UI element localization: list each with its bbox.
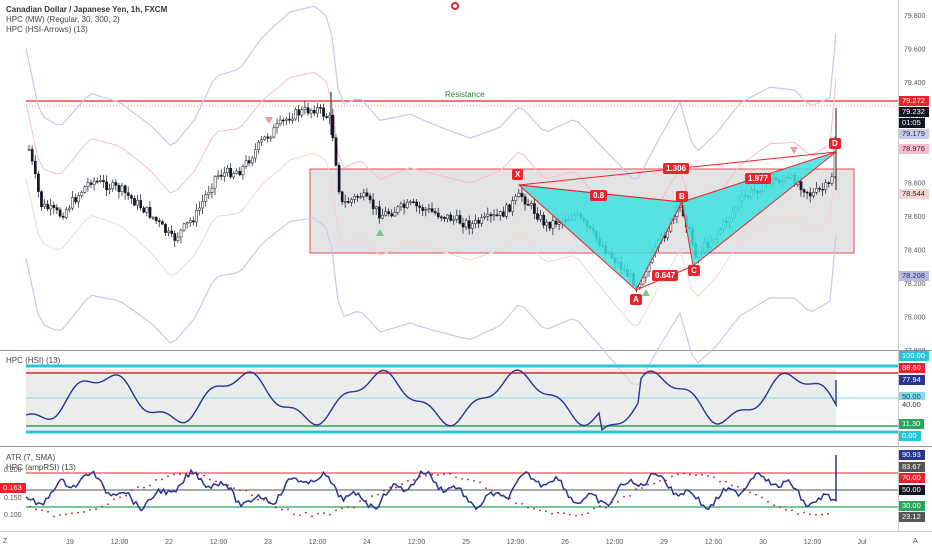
time-tick-label: 12:00 [507, 539, 525, 546]
price-tick-label: 78.600 [904, 214, 926, 221]
price-tick-label: 78.800 [904, 181, 926, 188]
time-tick-label: 12:00 [111, 539, 129, 546]
price-badge: 01:05 [899, 118, 925, 128]
atr-legend-label[interactable]: ATR (7, SMA) [6, 453, 56, 462]
price-badge: 79.272 [899, 96, 929, 106]
hsi-arrows-layer [265, 117, 798, 296]
hsi-zone [26, 369, 836, 430]
price-badge: 88.60 [899, 363, 925, 373]
price-badge: 83.67 [899, 462, 925, 472]
time-tick-label: 12:00 [606, 539, 624, 546]
time-tick-label: 12:00 [705, 539, 723, 546]
pattern-label-x[interactable]: X [512, 169, 524, 180]
price-badge: 30.00 [899, 501, 925, 511]
amprsi-line[interactable] [25, 455, 837, 512]
price-badge: 79.179 [899, 129, 929, 139]
atr-legend[interactable]: ATR (7, SMA) HPC (ampRSI) (13) [6, 453, 76, 473]
corner-label-right: A [913, 538, 918, 545]
price-badge: 100.00 [899, 351, 929, 361]
time-tick-label: 19 [66, 539, 74, 546]
price-badge: 11.30 [899, 419, 925, 429]
atr-tick-label: 0.100 [4, 512, 22, 519]
price-badge: 0.00 [899, 431, 921, 441]
price-badge: 90.93 [899, 450, 925, 460]
price-tick-label: 79.400 [904, 80, 926, 87]
price-badge: 78.976 [899, 144, 929, 154]
atr-tick-label: 0.150 [4, 495, 22, 502]
price-tick-label: 79.600 [904, 47, 926, 54]
pattern-label-a[interactable]: A [630, 294, 642, 305]
ratio-xd[interactable]: 1.306 [663, 163, 690, 174]
price-badge: 50.00 [899, 485, 925, 495]
price-badge: 78.208 [899, 271, 929, 281]
price-badge: 23.12 [899, 512, 925, 522]
price-tick-label: 79.200 [904, 114, 926, 121]
indicator-legend-arrows[interactable]: HPC (HSI-Arrows) (13) [6, 25, 88, 34]
pattern-label-b[interactable]: B [676, 191, 688, 202]
time-tick-label: 25 [462, 539, 470, 546]
time-tick-label: 12:00 [804, 539, 822, 546]
price-badge: 79.232 [899, 107, 929, 117]
time-axis[interactable]: 19 12:00 22 12:00 23 12:00 24 12:00 25 12:00 26 12:… [66, 539, 867, 546]
ratio-bd[interactable]: 1.977 [745, 173, 772, 184]
price-badge: 70.00 [899, 473, 925, 483]
corner-label-left: Z [3, 538, 8, 545]
indicator-legend-mw[interactable]: HPC (MW) (Regular, 30, 300, 2) [6, 15, 120, 24]
price-badge: 78.544 [899, 189, 929, 199]
price-tick-label: 78.200 [904, 281, 926, 288]
pattern-label-d[interactable]: D [829, 138, 841, 149]
ratio-xb[interactable]: 0.8 [590, 190, 608, 201]
main-legend[interactable]: Canadian Dollar / Japanese Yen, 1h, FXCM… [6, 5, 167, 35]
atr-dots [29, 472, 829, 518]
time-tick-label: 26 [561, 539, 569, 546]
ratio-ac[interactable]: 0.647 [652, 270, 679, 281]
price-badge: 40.00 [899, 400, 925, 410]
pattern-label-c[interactable]: C [688, 265, 700, 276]
atr-tick-label: 0.200 [4, 467, 22, 474]
time-tick-label: 22 [165, 539, 173, 546]
time-tick-label: 12:00 [210, 539, 228, 546]
hsi-line[interactable] [25, 369, 837, 432]
time-tick-label: 24 [363, 539, 371, 546]
time-tick-label: Jul [858, 539, 867, 546]
time-tick-label: 12:00 [408, 539, 426, 546]
alarm-clock-icon[interactable] [451, 2, 459, 10]
price-tick-label: 78.000 [904, 315, 926, 322]
price-tick-label: 78.400 [904, 248, 926, 255]
price-axis[interactable]: 79.80079.60079.40079.20079.00078.80078.6… [904, 13, 926, 355]
atr-left-axis: 0.200 0.150 0.100 [4, 467, 22, 519]
hsi-legend[interactable]: HPC (HSI) (13) [6, 356, 61, 365]
time-tick-label: 29 [660, 539, 668, 546]
price-tick-label: 79.800 [904, 13, 926, 20]
resistance-label: Resistance [445, 90, 485, 99]
atr-left-badge: 0.163 [0, 483, 26, 493]
amprsi-legend-label[interactable]: HPC (ampRSI) (13) [6, 463, 76, 472]
price-badge: 50.00 [899, 392, 925, 402]
price-badge: 77.94 [899, 375, 925, 385]
time-tick-label: 23 [264, 539, 272, 546]
symbol-title: Canadian Dollar / Japanese Yen, 1h, FXCM [6, 5, 168, 14]
time-tick-label: 30 [759, 539, 767, 546]
time-tick-label: 12:00 [309, 539, 327, 546]
